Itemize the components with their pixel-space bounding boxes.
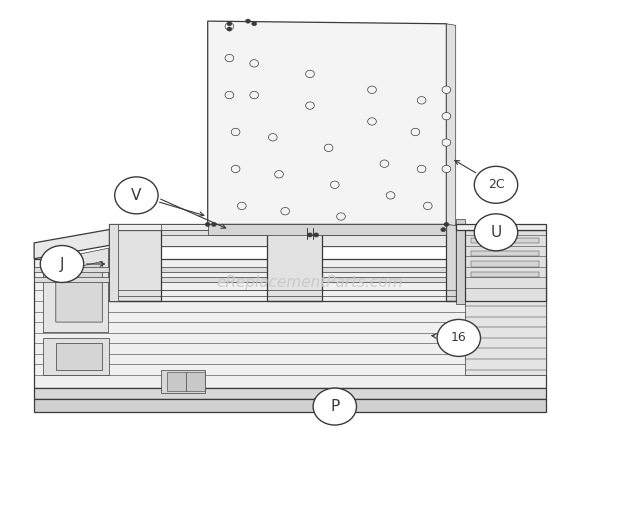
Circle shape: [308, 233, 312, 237]
Polygon shape: [108, 224, 456, 246]
Polygon shape: [108, 230, 459, 235]
Circle shape: [417, 97, 426, 104]
Circle shape: [40, 246, 84, 282]
Circle shape: [442, 86, 451, 93]
Circle shape: [227, 27, 232, 31]
Circle shape: [225, 91, 234, 99]
Circle shape: [474, 166, 518, 203]
Circle shape: [444, 222, 449, 227]
Circle shape: [227, 22, 232, 26]
Circle shape: [314, 233, 319, 237]
Circle shape: [281, 208, 290, 215]
Polygon shape: [446, 224, 456, 301]
Circle shape: [368, 86, 376, 93]
Circle shape: [337, 213, 345, 220]
Text: V: V: [131, 188, 141, 203]
Polygon shape: [471, 251, 539, 256]
Polygon shape: [161, 230, 267, 246]
Polygon shape: [161, 370, 205, 393]
Circle shape: [225, 23, 234, 30]
Polygon shape: [34, 230, 546, 259]
Circle shape: [411, 128, 420, 136]
Circle shape: [330, 181, 339, 188]
Polygon shape: [471, 238, 539, 243]
Polygon shape: [108, 230, 161, 301]
Polygon shape: [456, 219, 465, 304]
Circle shape: [368, 118, 376, 125]
Circle shape: [441, 228, 446, 232]
Circle shape: [250, 60, 259, 67]
Circle shape: [442, 139, 451, 146]
Polygon shape: [456, 224, 546, 230]
Polygon shape: [446, 24, 456, 225]
Polygon shape: [267, 230, 322, 301]
Circle shape: [231, 128, 240, 136]
Circle shape: [442, 165, 451, 173]
Text: 2C: 2C: [488, 178, 504, 191]
Polygon shape: [167, 372, 186, 391]
Circle shape: [442, 112, 451, 120]
Circle shape: [306, 102, 314, 109]
Polygon shape: [108, 224, 161, 230]
Polygon shape: [34, 267, 546, 272]
Circle shape: [211, 222, 216, 227]
Polygon shape: [108, 224, 459, 230]
Circle shape: [423, 202, 432, 210]
Circle shape: [386, 192, 395, 199]
Circle shape: [225, 54, 234, 62]
Polygon shape: [471, 272, 539, 277]
Circle shape: [275, 171, 283, 178]
Polygon shape: [56, 343, 102, 370]
Text: P: P: [330, 399, 339, 414]
Polygon shape: [43, 338, 108, 375]
Circle shape: [252, 22, 257, 26]
Polygon shape: [108, 224, 118, 301]
Text: 16: 16: [451, 332, 467, 344]
Polygon shape: [465, 269, 546, 375]
Polygon shape: [471, 261, 539, 267]
Polygon shape: [34, 277, 546, 282]
Circle shape: [231, 165, 240, 173]
Circle shape: [246, 19, 250, 23]
Circle shape: [250, 91, 259, 99]
Polygon shape: [322, 230, 456, 246]
Text: J: J: [60, 257, 64, 271]
Polygon shape: [43, 248, 108, 333]
Polygon shape: [208, 224, 446, 235]
Circle shape: [115, 177, 158, 214]
Circle shape: [268, 134, 277, 141]
Polygon shape: [208, 21, 446, 224]
Polygon shape: [56, 261, 102, 322]
Text: eReplacementParts.com: eReplacementParts.com: [216, 275, 404, 290]
Polygon shape: [34, 399, 546, 412]
Circle shape: [324, 144, 333, 152]
Circle shape: [313, 388, 356, 425]
Circle shape: [380, 160, 389, 167]
Polygon shape: [34, 259, 546, 388]
Polygon shape: [186, 372, 205, 391]
Circle shape: [417, 165, 426, 173]
Polygon shape: [34, 388, 546, 399]
Polygon shape: [267, 224, 322, 230]
Circle shape: [237, 202, 246, 210]
Circle shape: [474, 214, 518, 251]
Circle shape: [437, 319, 480, 356]
Text: U: U: [490, 225, 502, 240]
Polygon shape: [465, 230, 546, 301]
Circle shape: [205, 222, 210, 227]
Circle shape: [306, 70, 314, 78]
